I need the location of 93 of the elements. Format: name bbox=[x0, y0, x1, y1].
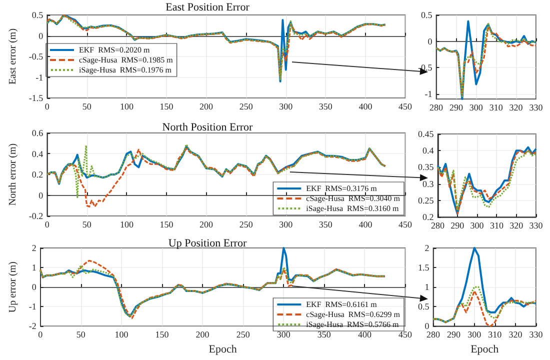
x-tick-label: 450 bbox=[398, 102, 412, 112]
chart-title: East Position Error bbox=[166, 2, 250, 14]
x-axis-title: Epoch bbox=[470, 344, 500, 356]
y-tick-label: 0.35 bbox=[418, 162, 434, 172]
x-tick-label: 150 bbox=[155, 330, 170, 340]
x-tick-label: 50 bbox=[82, 220, 92, 230]
y-axis-title: Up error (m) bbox=[8, 262, 18, 313]
x-tick-label: 330 bbox=[529, 102, 544, 112]
x-tick-label: 290 bbox=[447, 330, 462, 340]
legend-label: EKF RMS=0.2020 m bbox=[79, 46, 151, 54]
x-tick-label: 100 bbox=[114, 330, 129, 340]
x-tick-label: 330 bbox=[529, 220, 544, 230]
x-tick-label: 400 bbox=[358, 102, 373, 112]
legend-label: EKF RMS=0.3176 m bbox=[306, 184, 378, 193]
x-tick-label: 200 bbox=[196, 330, 210, 340]
line-series bbox=[46, 145, 386, 185]
chart-title: Up Position Error bbox=[168, 238, 247, 250]
x-tick-label: 310 bbox=[489, 102, 504, 112]
x-tick-label: 150 bbox=[160, 102, 174, 112]
x-tick-label: 310 bbox=[490, 220, 504, 230]
x-tick-label: 350 bbox=[318, 220, 333, 230]
y-tick-label: 0 bbox=[38, 190, 44, 200]
x-tick-label: 290 bbox=[450, 220, 465, 230]
x-tick-label: 320 bbox=[510, 220, 524, 230]
y-tick-label: 0.5 bbox=[420, 10, 433, 20]
chart-title: North Position Error bbox=[162, 122, 254, 134]
x-tick-label: 200 bbox=[200, 220, 214, 230]
x-tick-label: 300 bbox=[279, 102, 294, 112]
y-tick-label: 1.5 bbox=[418, 262, 430, 273]
x-tick-label: 450 bbox=[398, 220, 412, 230]
y-tick-label: 0.25 bbox=[418, 195, 434, 206]
x-tick-label: 250 bbox=[236, 330, 250, 340]
y-tick-label: 0.6 bbox=[32, 128, 44, 138]
y-tick-label: -0.2 bbox=[28, 211, 44, 221]
y-tick-label: 2 bbox=[32, 243, 36, 253]
y-axis-title: East error (m) bbox=[8, 28, 18, 85]
x-tick-label: 100 bbox=[120, 102, 134, 112]
y-tick-label: -0.5 bbox=[28, 52, 44, 62]
y-tick-label: -2 bbox=[28, 321, 36, 332]
y-tick-label: 0.2 bbox=[422, 212, 434, 222]
legend-label: cSage-Husa RMS=0.6299 m bbox=[306, 310, 401, 319]
x-tick-label: 50 bbox=[82, 102, 92, 112]
y-tick-label: -1 bbox=[424, 88, 432, 99]
x-tick-label: 250 bbox=[239, 102, 254, 112]
y-tick-label: 0.2 bbox=[32, 170, 44, 180]
y-tick-label: 2 bbox=[424, 243, 430, 253]
x-tick-label: 300 bbox=[469, 102, 484, 112]
x-tick-label: 450 bbox=[398, 330, 412, 340]
y-tick-label: -1.5 bbox=[28, 93, 44, 103]
legend-label: cSage-Husa RMS=0.3040 m bbox=[306, 194, 401, 203]
x-axis-title: Epoch bbox=[208, 344, 238, 356]
x-tick-label: 280 bbox=[426, 330, 440, 340]
x-tick-label: 200 bbox=[200, 102, 214, 112]
x-tick-label: 400 bbox=[358, 220, 373, 230]
x-tick-label: 330 bbox=[529, 330, 544, 340]
y-axis-title: North error (m) bbox=[8, 143, 18, 206]
x-tick-label: 300 bbox=[276, 330, 291, 340]
x-tick-label: 100 bbox=[120, 220, 134, 230]
legend-label: cSage-Husa RMS=0.1985 m bbox=[79, 56, 174, 64]
x-tick-label: 320 bbox=[509, 102, 524, 112]
y-tick-label: 0.3 bbox=[422, 178, 434, 189]
x-tick-label: 400 bbox=[358, 330, 372, 340]
x-tick-label: 300 bbox=[279, 220, 294, 230]
legend-label: EKF RMS=0.6161 m bbox=[306, 300, 378, 309]
x-tick-label: 290 bbox=[449, 102, 464, 112]
x-tick-label: 350 bbox=[317, 330, 332, 340]
x-tick-label: 300 bbox=[468, 330, 482, 340]
x-tick-label: 150 bbox=[160, 220, 174, 230]
y-tick-label: 0.5 bbox=[32, 10, 44, 20]
y-tick-label: -1 bbox=[28, 302, 36, 312]
x-tick-label: 280 bbox=[431, 220, 445, 230]
y-tick-label: 1 bbox=[32, 262, 36, 273]
y-tick-label: 0 bbox=[424, 321, 430, 332]
x-tick-label: 280 bbox=[429, 102, 444, 112]
y-tick-label: 0.5 bbox=[418, 302, 430, 312]
y-tick-label: 0.4 bbox=[32, 148, 44, 159]
line-series bbox=[432, 247, 537, 324]
x-tick-label: 250 bbox=[239, 220, 254, 230]
y-tick-label: 0.4 bbox=[422, 146, 434, 156]
y-tick-label: 0 bbox=[32, 282, 37, 292]
legend-label: iSage-Husa RMS=0.3160 m bbox=[306, 204, 400, 213]
x-tick-label: 350 bbox=[318, 102, 333, 112]
y-tick-label: -1 bbox=[36, 72, 44, 82]
x-tick-label: 320 bbox=[508, 330, 523, 340]
y-tick-label: 0 bbox=[428, 36, 433, 46]
legend-label: iSage-Husa RMS=0.5766 m bbox=[306, 320, 400, 329]
x-tick-label: 300 bbox=[470, 220, 484, 230]
x-tick-label: 50 bbox=[76, 330, 86, 340]
y-tick-label: 1 bbox=[424, 282, 430, 292]
y-tick-label: 0.45 bbox=[418, 129, 434, 139]
x-tick-label: 310 bbox=[488, 330, 502, 340]
legend-label: iSage-Husa RMS=0.1976 m bbox=[79, 66, 172, 74]
y-tick-label: 0 bbox=[38, 30, 44, 41]
